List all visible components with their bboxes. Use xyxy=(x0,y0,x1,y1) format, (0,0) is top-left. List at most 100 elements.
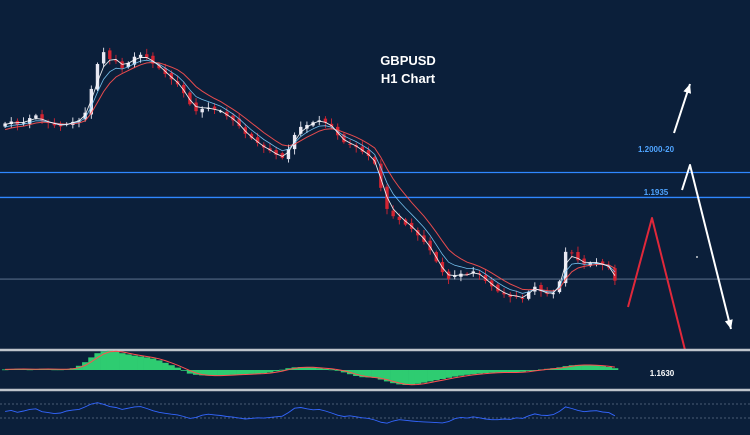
oscillator-bar xyxy=(192,370,200,375)
oscillator-bar xyxy=(229,370,237,375)
oscillator-bar xyxy=(383,370,391,382)
oscillator-bar xyxy=(359,370,366,378)
oscillator-bar xyxy=(470,370,477,375)
oscillator-bar xyxy=(587,365,594,370)
oscillator-bar xyxy=(507,370,514,373)
oscillator-bar xyxy=(248,370,255,374)
oscillator-bar xyxy=(513,370,520,373)
candle-body xyxy=(502,292,506,295)
oscillator-bar xyxy=(593,365,600,370)
candle-body xyxy=(218,111,223,113)
candle-body xyxy=(255,137,260,143)
oscillator-bar xyxy=(371,370,379,378)
oscillator-bar xyxy=(254,370,262,374)
oscillator-bar xyxy=(217,370,225,376)
chart-title: GBPUSD xyxy=(380,53,436,68)
candle-body xyxy=(366,150,371,157)
oscillator-bar xyxy=(439,370,446,379)
oscillator-bar xyxy=(328,369,335,371)
ma-fast-line xyxy=(4,57,616,298)
oscillator-bar xyxy=(131,355,138,370)
ma-slow-line xyxy=(4,61,616,292)
oscillator-bar xyxy=(433,370,440,381)
oscillator-bar xyxy=(119,353,126,370)
candle-body xyxy=(508,294,512,298)
oscillator-bar xyxy=(106,350,114,370)
candle-body xyxy=(231,115,235,121)
candle-body xyxy=(570,252,574,254)
oscillator-bar xyxy=(353,370,360,376)
candle-body xyxy=(582,258,586,265)
oscillator-bar xyxy=(322,368,329,370)
stray-dot xyxy=(696,256,698,258)
oscillator-bar xyxy=(45,369,52,370)
candle-body xyxy=(145,54,149,58)
arrow-red-down xyxy=(627,217,691,371)
oscillator-bar xyxy=(581,364,588,370)
oscillator-bar xyxy=(390,370,397,384)
oscillator-bar xyxy=(402,370,409,385)
oscillator-bar xyxy=(605,367,613,370)
oscillator-bar xyxy=(186,370,194,374)
oscillator-signal-line xyxy=(5,350,615,386)
candle-body xyxy=(563,251,568,284)
candle-body xyxy=(613,268,617,281)
candle-body xyxy=(520,298,525,300)
oscillator-bar xyxy=(260,370,268,374)
candle-body xyxy=(471,271,475,274)
arrow-white-down xyxy=(681,164,732,330)
oscillator-bar xyxy=(279,369,286,371)
candle-body xyxy=(101,52,106,64)
rsi-panel xyxy=(0,402,750,424)
candle-body xyxy=(594,262,599,264)
oscillator-bar xyxy=(464,370,471,375)
oscillator-panel xyxy=(0,348,750,392)
candle-body xyxy=(286,149,291,160)
candle-body xyxy=(182,84,186,94)
oscillator-bar xyxy=(556,367,563,370)
oscillator-bar xyxy=(303,367,311,370)
ma-mid-line xyxy=(4,59,616,294)
oscillator-bar xyxy=(408,370,416,385)
oscillator-bar xyxy=(396,370,403,385)
candle-body xyxy=(225,111,229,117)
candle-body xyxy=(34,115,38,119)
candle-body xyxy=(360,146,365,152)
candle-body xyxy=(391,210,395,217)
oscillator-bar xyxy=(156,360,163,370)
levels-layer xyxy=(0,171,750,280)
candle-body xyxy=(249,133,254,139)
oscillator-bar xyxy=(94,353,101,370)
oscillator-bar xyxy=(180,370,188,371)
oscillator-bar xyxy=(143,357,151,370)
candle-body xyxy=(237,118,241,127)
candle-body xyxy=(274,150,278,155)
oscillator-bar xyxy=(236,370,243,375)
oscillator-bar xyxy=(420,370,428,383)
candle-body xyxy=(323,118,328,123)
oscillator-bar xyxy=(137,356,144,370)
candle-body xyxy=(348,143,352,145)
candle-body xyxy=(3,123,7,127)
candle-body xyxy=(212,106,217,110)
oscillator-bar xyxy=(457,370,465,376)
oscillator-bar xyxy=(26,369,34,371)
oscillator-bar xyxy=(599,366,606,370)
oscillator-bar xyxy=(205,370,212,376)
oscillator-bar xyxy=(611,368,619,370)
candle-body xyxy=(138,54,143,58)
oscillator-bar xyxy=(316,368,323,370)
oscillator-bar xyxy=(20,369,27,370)
oscillator-bar xyxy=(199,370,206,376)
oscillator-bar xyxy=(525,370,533,371)
candle-body xyxy=(52,123,57,126)
candle-body xyxy=(526,292,531,299)
candle-body xyxy=(126,62,130,68)
oscillator-bar xyxy=(88,357,95,370)
level-label-1-1935: 1.1935 xyxy=(644,188,669,197)
candle-body xyxy=(496,284,500,292)
oscillator-bar xyxy=(149,358,157,370)
candle-body xyxy=(342,134,346,143)
candle-body xyxy=(465,273,469,275)
